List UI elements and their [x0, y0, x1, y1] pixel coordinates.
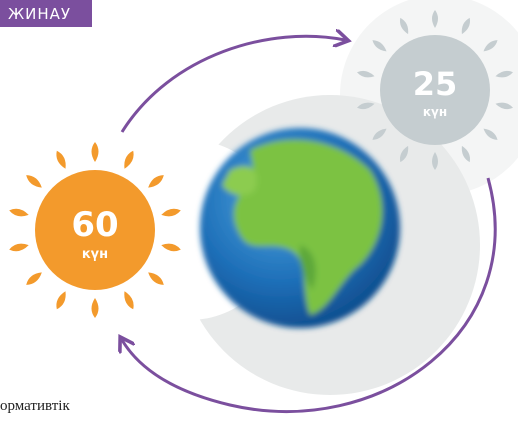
- sun-ray: [161, 208, 181, 217]
- sun-disc: [35, 170, 155, 290]
- sun-ray: [495, 70, 513, 78]
- arc-arrow: [120, 36, 345, 133]
- sun-ray: [399, 17, 409, 35]
- sun-ray: [461, 17, 471, 35]
- sun-ray: [26, 175, 42, 188]
- sun-ray: [124, 150, 134, 169]
- sun-ray: [56, 150, 66, 169]
- header-label: ЖИНАУ: [8, 5, 71, 23]
- sun-ray: [357, 102, 375, 110]
- sun-ray: [483, 40, 498, 52]
- sun-days: 25: [413, 65, 458, 103]
- sun-ray: [483, 128, 498, 140]
- sun-ray: [148, 175, 164, 188]
- sun-disc: [380, 35, 490, 145]
- sun-ray: [372, 40, 387, 52]
- earth: [200, 128, 400, 328]
- header-label-bg: [0, 0, 92, 27]
- sun-ray: [91, 142, 99, 162]
- sun-unit: күн: [82, 247, 108, 262]
- sun-days: 60: [71, 205, 118, 245]
- sun-ray: [91, 298, 99, 318]
- sun-ray: [26, 272, 42, 285]
- sun-ray: [9, 243, 29, 252]
- sun-ray: [495, 102, 513, 110]
- sun-ray: [432, 152, 438, 170]
- sun-ray: [357, 70, 375, 78]
- sun-ray: [432, 10, 438, 28]
- footer-text: ормативтік: [0, 398, 70, 414]
- sun-ray: [161, 243, 181, 252]
- sun-ray: [124, 291, 134, 310]
- sun-ray: [9, 208, 29, 217]
- sun-ray: [56, 291, 66, 310]
- sun-ray: [399, 145, 409, 163]
- sun-unit: күн: [423, 105, 447, 119]
- sun-ray: [148, 272, 164, 285]
- sun: [357, 10, 513, 170]
- arc-arrow: [122, 177, 497, 414]
- sun: [9, 142, 181, 318]
- sun-ray: [461, 145, 471, 163]
- sun-ray: [372, 128, 387, 140]
